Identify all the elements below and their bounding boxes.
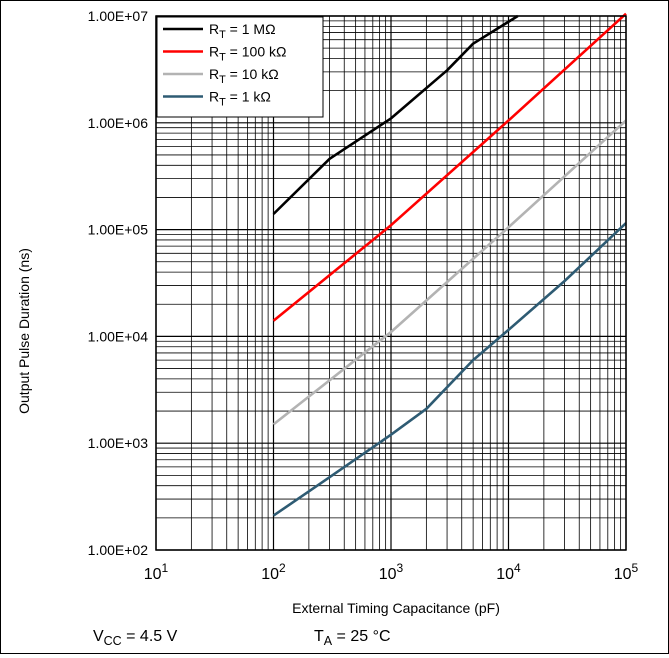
legend-label: RT = 100 kΩ [209, 44, 286, 64]
series-line-0 [272, 14, 519, 215]
x-tick-label: 101 [144, 561, 169, 583]
x-tick-label: 102 [261, 561, 286, 583]
legend-box [156, 16, 324, 118]
annotations: VCC = 4.5 V TA = 25 °C [93, 628, 391, 648]
x-tick-label: 105 [614, 561, 639, 583]
series-line-2 [272, 119, 627, 426]
y-tick-label: 1.00E+03 [88, 435, 149, 451]
series-line-1 [272, 12, 627, 322]
plot-border [155, 15, 627, 551]
x-tick-labels: 101 102 103 104 105 [144, 561, 639, 583]
y-tick-label: 1.00E+06 [88, 115, 149, 131]
condition-annotation: TA = 25 °C [314, 628, 391, 648]
y-tick-label: 1.00E+05 [88, 222, 149, 238]
y-tick-label: 1.00E+07 [88, 8, 149, 24]
condition-annotation: VCC = 4.5 V [93, 628, 178, 648]
series-layer [272, 12, 627, 517]
x-axis-label: External Timing Capacitance (pF) [292, 600, 500, 616]
legend-label: RT = 1 MΩ [209, 21, 276, 41]
legend-label: RT = 10 kΩ [209, 66, 279, 86]
y-tick-labels: 1.00E+02 1.00E+03 1.00E+04 1.00E+05 1.00E+06… [88, 8, 149, 558]
legend-label: RT = 1 kΩ [209, 89, 271, 109]
y-tick-label: 1.00E+02 [88, 542, 149, 558]
y-tick-label: 1.00E+04 [88, 328, 149, 344]
x-tick-label: 103 [379, 561, 404, 583]
y-axis-label: Output Pulse Duration (ns) [16, 248, 32, 414]
x-tick-label: 104 [496, 561, 521, 583]
series-line-3 [272, 222, 627, 517]
